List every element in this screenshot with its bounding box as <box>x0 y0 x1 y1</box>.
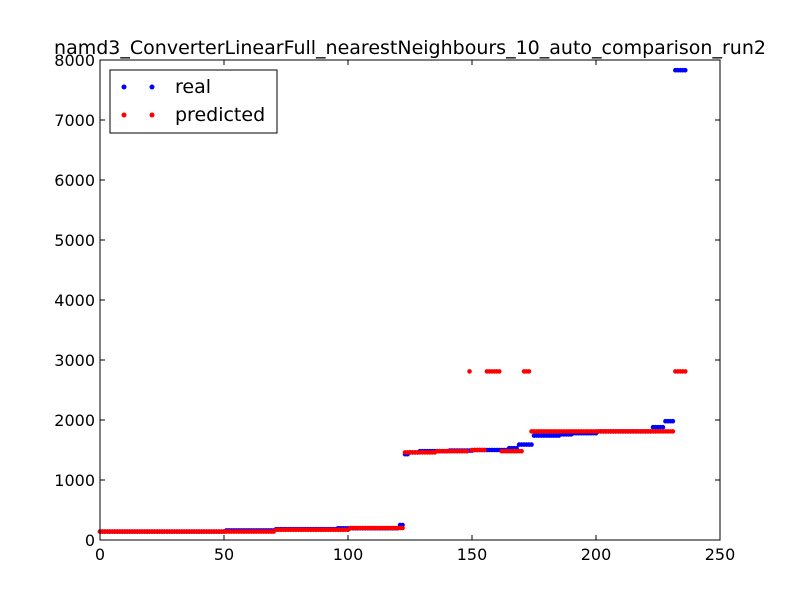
real-point <box>682 67 688 73</box>
predicted-point <box>400 525 405 531</box>
predicted-point <box>526 369 532 374</box>
series-predicted <box>97 369 688 534</box>
y-tick-label: 5000 <box>54 231 95 250</box>
legend: real predicted <box>109 69 278 134</box>
legend-box <box>109 69 278 134</box>
x-tick-label: 150 <box>457 545 488 564</box>
y-tick-label: 3000 <box>54 351 95 370</box>
y-tick-label: 7000 <box>54 111 95 130</box>
legend-real-marker-1 <box>121 84 127 90</box>
predicted-point <box>482 447 487 453</box>
axis-ticks: 0 50 100 150 200 250 0 1000 2000 3000 4000 5000 6000… <box>54 51 735 564</box>
y-tick-label: 8000 <box>54 51 95 70</box>
y-tick-label: 0 <box>85 531 95 550</box>
predicted-point <box>682 369 688 374</box>
predicted-point <box>464 448 470 454</box>
legend-predicted-marker-1 <box>121 112 127 118</box>
y-tick-label: 1000 <box>54 471 95 490</box>
predicted-point <box>670 429 676 434</box>
y-tick-label: 6000 <box>54 171 95 190</box>
legend-real-marker-2 <box>149 84 155 90</box>
x-tick-label: 50 <box>214 545 234 564</box>
data-points <box>97 67 688 534</box>
legend-label-real: real <box>175 76 211 98</box>
predicted-point <box>467 369 472 374</box>
series-real <box>97 67 688 534</box>
x-tick-label: 200 <box>581 545 612 564</box>
y-tick-label: 4000 <box>54 291 95 310</box>
predicted-point <box>519 448 524 454</box>
real-point <box>670 418 676 424</box>
real-point <box>529 442 534 447</box>
x-tick-label: 250 <box>705 545 736 564</box>
legend-label-predicted: predicted <box>175 104 265 126</box>
y-tick-label: 2000 <box>54 411 95 430</box>
predicted-point <box>496 369 502 374</box>
x-tick-label: 100 <box>333 545 364 564</box>
x-tick-label: 0 <box>95 545 105 564</box>
legend-predicted-marker-2 <box>149 112 155 118</box>
real-point <box>660 424 666 430</box>
chart-title: namd3_ConverterLinearFull_nearestNeighbo… <box>54 37 766 59</box>
